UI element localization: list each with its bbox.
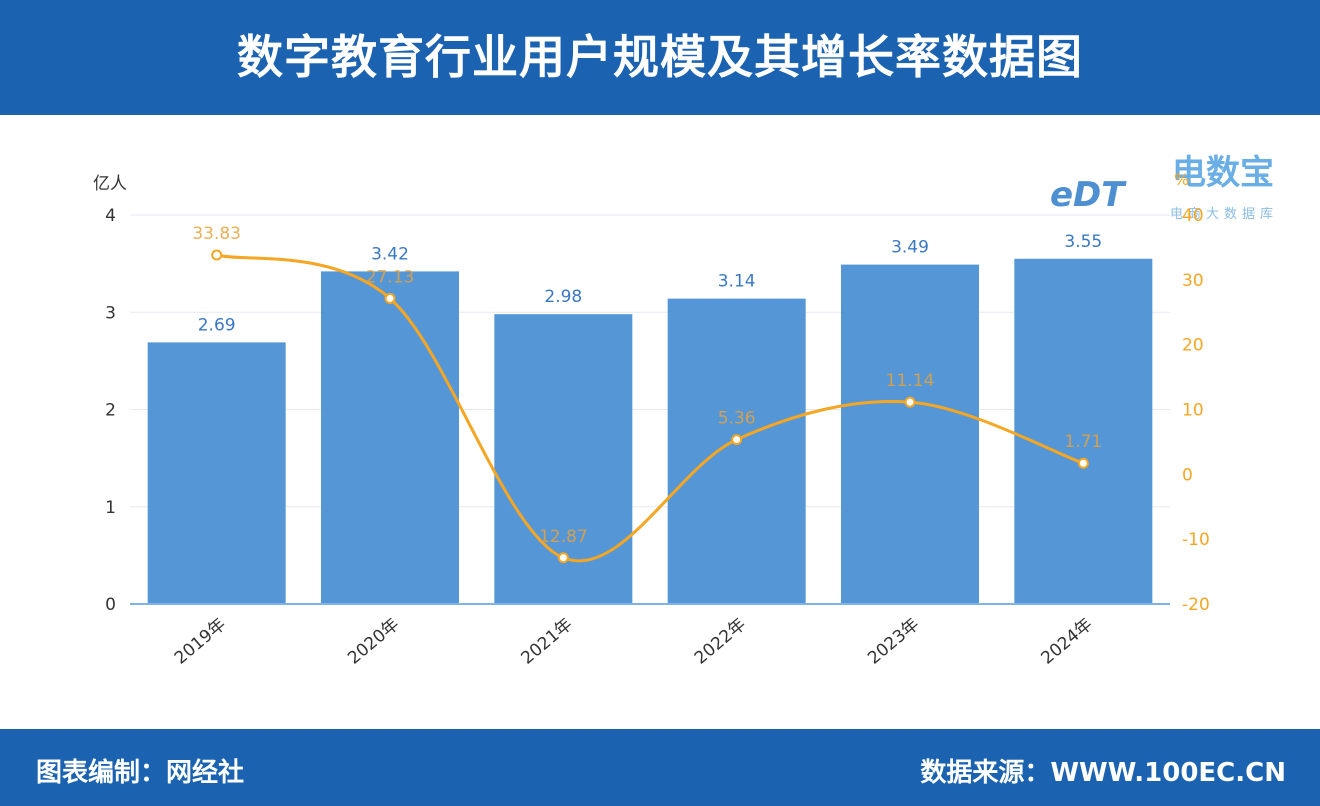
line-data-label: 27.13 bbox=[366, 267, 415, 287]
bar bbox=[667, 298, 806, 604]
x-tick-label: 2020年 bbox=[344, 615, 403, 669]
line-point bbox=[384, 292, 396, 304]
page-title: 数字教育行业用户规模及其增长率数据图 bbox=[237, 30, 1083, 84]
y-right-tick-label: 40 bbox=[1182, 206, 1204, 226]
y-left-tick-label: 2 bbox=[105, 401, 116, 421]
y-left-unit: 亿人 bbox=[93, 174, 127, 194]
line-data-label: 11.14 bbox=[886, 371, 935, 391]
y-left-tick-label: 4 bbox=[105, 206, 116, 226]
y-right-tick-label: 20 bbox=[1182, 336, 1204, 356]
y-right-unit: % bbox=[1174, 170, 1189, 189]
y-right-tick-label: 0 bbox=[1182, 465, 1193, 485]
chart: 0 1 2 3 4 亿人 -20 -10 0 10 20 30 40% 2.69 3.42 2.98 3.14 3… bbox=[93, 170, 1210, 669]
footer-credit: 图表编制：网经社 bbox=[36, 758, 245, 788]
x-tick-label: 2023年 bbox=[864, 615, 923, 669]
line-data-label: 33.83 bbox=[192, 224, 241, 244]
bar-data-label: 3.49 bbox=[891, 238, 929, 258]
bar bbox=[147, 342, 286, 604]
line-point bbox=[557, 552, 569, 564]
line-point bbox=[211, 249, 223, 261]
line-data-label: 5.36 bbox=[718, 409, 756, 429]
growth-rate-line bbox=[216, 253, 1084, 563]
x-tick-label: 2021年 bbox=[518, 615, 577, 669]
line-data-label: 12.87 bbox=[539, 527, 588, 547]
bar bbox=[1014, 258, 1153, 604]
x-tick-label: 2024年 bbox=[1038, 615, 1097, 669]
line-point bbox=[731, 434, 743, 446]
bar-data-label: 3.42 bbox=[371, 244, 409, 264]
logo-mark: eDT bbox=[1050, 175, 1125, 215]
x-tick-label: 2022年 bbox=[691, 615, 750, 669]
y-left-tick-label: 1 bbox=[105, 498, 116, 518]
line-point bbox=[904, 396, 916, 408]
bar-data-label: 2.98 bbox=[544, 287, 582, 307]
line-data-label: 1.71 bbox=[1064, 432, 1102, 452]
y-right-tick-label: 10 bbox=[1182, 401, 1204, 421]
header-bar bbox=[0, 0, 1320, 115]
bar bbox=[841, 264, 979, 604]
bar-data-label: 3.55 bbox=[1064, 232, 1102, 252]
y-right-tick-label: 30 bbox=[1182, 271, 1204, 291]
logo-subtitle: 电商大数据库 bbox=[1170, 207, 1279, 222]
logo-brand: 电数宝 bbox=[1172, 153, 1274, 193]
bar-data-label: 3.14 bbox=[718, 272, 756, 292]
y-right-tick-label: -20 bbox=[1182, 595, 1210, 615]
footer-bar bbox=[0, 729, 1320, 806]
bar-data-label: 2.69 bbox=[198, 315, 236, 335]
line-point bbox=[1077, 457, 1089, 469]
y-left-tick-label: 0 bbox=[105, 595, 116, 615]
x-tick-label: 2019年 bbox=[171, 615, 230, 669]
footer-source: 数据来源：WWW.100EC.CN bbox=[920, 758, 1286, 788]
y-right-tick-label: -10 bbox=[1182, 530, 1210, 550]
bar bbox=[321, 271, 459, 604]
y-left-tick-label: 3 bbox=[105, 303, 116, 323]
